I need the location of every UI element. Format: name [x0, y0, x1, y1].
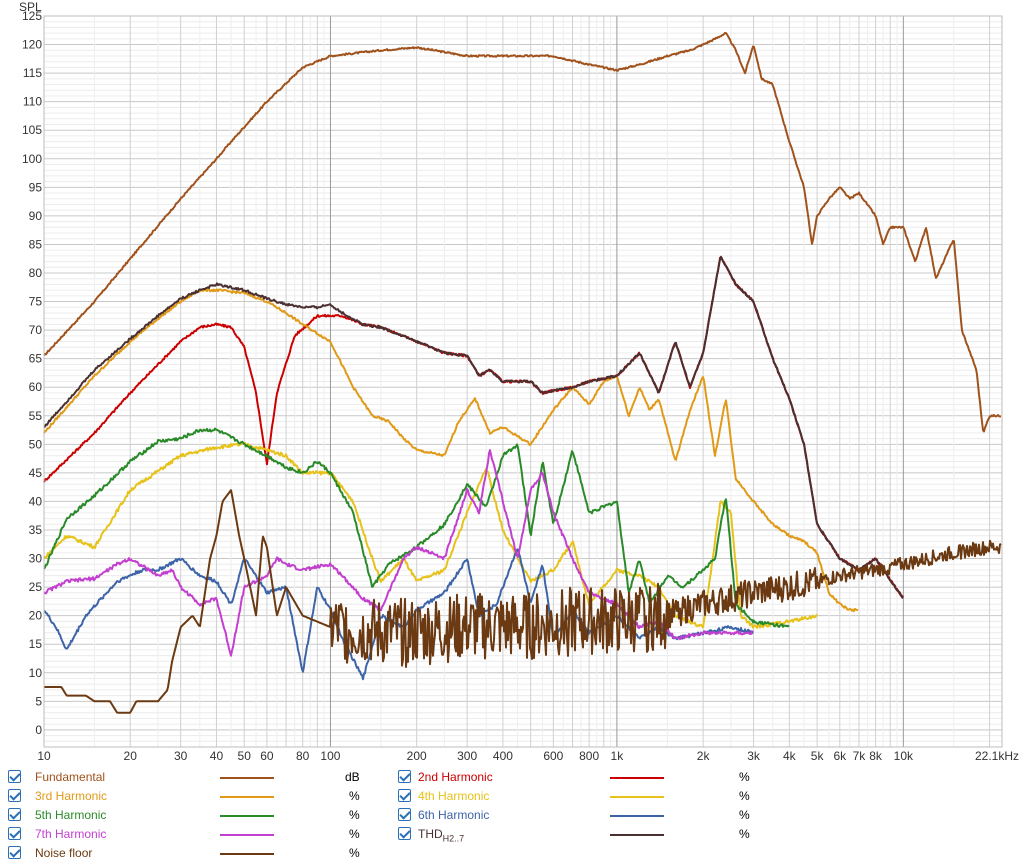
5th-harmonic-checkbox[interactable]: [8, 808, 21, 821]
x-tick-label: 1k: [611, 749, 625, 763]
x-tick-label: 600: [543, 749, 563, 763]
x-tick-label: 4k: [783, 749, 797, 763]
legend-label: Fundamental: [35, 770, 106, 784]
y-tick-label: 115: [23, 66, 42, 80]
y-tick-label: 75: [29, 295, 43, 309]
x-axis-ticks: 10 20 30 40 50 60 80 100 200 300 400 600 800 1k 2k 3k 4k…: [37, 749, 1019, 763]
x-tick-label: 80: [296, 749, 310, 763]
y-tick-label: 55: [29, 409, 43, 423]
y-tick-label: 60: [29, 380, 43, 394]
legend-unit: %: [349, 789, 360, 803]
x-tick-label: 50: [238, 749, 252, 763]
legend-label-main: THD: [418, 827, 443, 841]
legend-label: Noise floor: [35, 846, 93, 860]
y-tick-label: 85: [29, 237, 43, 251]
y-tick-label: 120: [22, 38, 42, 52]
y-axis-label: SPL: [19, 0, 42, 14]
legend-label: 5th Harmonic: [35, 808, 107, 822]
x-tick-label: 200: [407, 749, 427, 763]
x-tick-label: 6k: [833, 749, 847, 763]
y-tick-label: 70: [29, 323, 43, 337]
y-tick-label: 100: [22, 152, 42, 166]
legend-unit: %: [739, 789, 750, 803]
y-axis-ticks: 0 5 10 15 20 25 30 35 40 45 50 55 60 65 70 75 80 85 90 95 10…: [22, 9, 42, 737]
2nd-harmonic-checkbox[interactable]: [398, 770, 411, 783]
legend-unit: %: [349, 808, 360, 822]
legend-swatch: [220, 796, 274, 798]
x-tick-label: 2k: [697, 749, 711, 763]
x-tick-label: 3k: [747, 749, 761, 763]
thd-checkbox[interactable]: [398, 827, 411, 840]
legend-swatch: [220, 777, 274, 779]
legend-label: 2nd Harmonic: [418, 770, 493, 784]
fundamental-checkbox[interactable]: [8, 770, 21, 783]
y-tick-label: 105: [22, 123, 42, 137]
harmonic-distortion-chart: 0 5 10 15 20 25 30 35 40 45 50 55 60 65 70 75 80 85 90 95 10…: [19, 0, 1019, 763]
x-tick-label: 7k: [853, 749, 867, 763]
fundamental-line: [43, 31, 1002, 433]
legend-unit: %: [349, 846, 360, 860]
7th-harmonic-checkbox[interactable]: [8, 827, 21, 840]
3rd-harmonic-line: [43, 288, 859, 613]
legend-label: 7th Harmonic: [35, 827, 107, 841]
legend-swatch: [610, 834, 664, 836]
y-tick-label: 15: [29, 637, 43, 651]
6th-harmonic-checkbox[interactable]: [398, 808, 411, 821]
y-tick-label: 65: [29, 352, 43, 366]
x-tick-label: 10k: [894, 749, 914, 763]
legend-swatch: [220, 834, 274, 836]
legend-unit: %: [739, 808, 750, 822]
y-tick-label: 45: [29, 466, 43, 480]
plot-frame: [43, 15, 1003, 748]
noise-floor-line: [44, 489, 1002, 714]
legend-unit: %: [739, 770, 750, 784]
y-tick-label: 25: [29, 580, 43, 594]
legend-swatch: [610, 796, 664, 798]
4th-harmonic-line: [43, 441, 818, 629]
noise-floor-checkbox[interactable]: [8, 846, 21, 859]
x-tick-label: 400: [493, 749, 513, 763]
x-tick-label: 8k: [869, 749, 883, 763]
y-tick-label: 10: [29, 666, 43, 680]
x-tick-label: 20: [124, 749, 138, 763]
x-tick-label: 22.1kHz: [975, 749, 1019, 763]
x-tick-label: 40: [210, 749, 224, 763]
legend-unit: dB: [345, 770, 360, 784]
legend-unit: %: [349, 827, 360, 841]
legend-label: 6th Harmonic: [418, 808, 490, 822]
3rd-harmonic-checkbox[interactable]: [8, 789, 21, 802]
y-tick-label: 35: [29, 523, 43, 537]
legend-label: 4th Harmonic: [418, 789, 490, 803]
legend-swatch: [610, 777, 664, 779]
x-tick-label: 60: [260, 749, 274, 763]
x-tick-label: 800: [579, 749, 599, 763]
y-tick-label: 95: [29, 180, 43, 194]
y-tick-label: 80: [29, 266, 43, 280]
y-tick-label: 90: [29, 209, 43, 223]
y-tick-label: 30: [29, 552, 43, 566]
x-tick-label: 10: [37, 749, 51, 763]
legend-swatch: [220, 853, 274, 855]
legend-label: THDH2..7: [418, 827, 464, 843]
x-tick-label: 300: [457, 749, 477, 763]
series-lines: [43, 31, 1002, 714]
legend-unit: %: [739, 827, 750, 841]
legend-label: 3rd Harmonic: [35, 789, 108, 803]
legend-swatch: [610, 815, 664, 817]
x-tick-label: 5k: [811, 749, 825, 763]
y-tick-label: 125: [22, 9, 42, 23]
x-tick-label: 100: [320, 749, 340, 763]
y-tick-label: 50: [29, 437, 43, 451]
4th-harmonic-checkbox[interactable]: [398, 789, 411, 802]
y-tick-label: 40: [29, 494, 43, 508]
y-tick-label: 0: [35, 723, 42, 737]
y-tick-label: 20: [29, 609, 43, 623]
y-tick-label: 110: [23, 95, 42, 109]
thd-h2-7-line: [43, 255, 904, 599]
y-tick-label: 5: [35, 694, 42, 708]
legend: Fundamental dB 3rd Harmonic % 5th Harmon…: [0, 768, 1024, 865]
x-tick-label: 30: [174, 749, 188, 763]
legend-swatch: [220, 815, 274, 817]
legend-label-subscript: H2..7: [442, 833, 465, 844]
